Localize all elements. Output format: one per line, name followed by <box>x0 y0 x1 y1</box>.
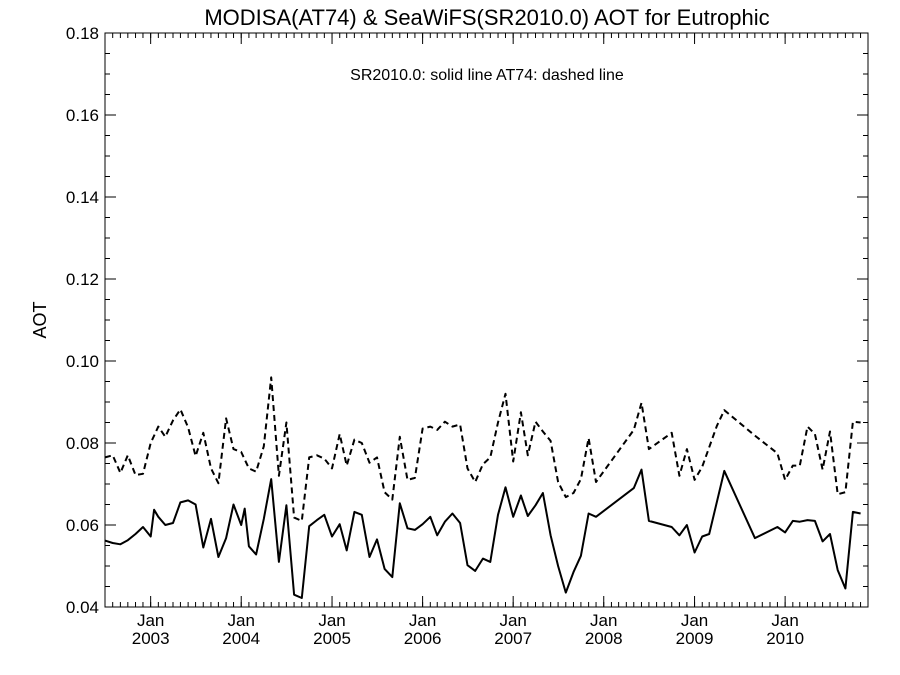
plot-frame <box>104 32 869 608</box>
y-tick-label: 0.04 <box>66 598 99 617</box>
x-tick-year-label: 2003 <box>132 629 170 648</box>
y-tick-label: 0.10 <box>66 352 99 371</box>
x-tick-month-label: Jan <box>409 611 436 630</box>
chart-title: MODISA(AT74) & SeaWiFS(SR2010.0) AOT for… <box>204 5 769 30</box>
x-tick-month-label: Jan <box>137 611 164 630</box>
x-tick-month-label: Jan <box>771 611 798 630</box>
x-tick-year-label: 2007 <box>494 629 532 648</box>
x-tick-month-label: Jan <box>681 611 708 630</box>
y-tick-label: 0.14 <box>66 188 99 207</box>
y-tick-label: 0.06 <box>66 516 99 535</box>
series-line-sr2010-0 <box>104 468 861 599</box>
y-tick-label: 0.08 <box>66 434 99 453</box>
y-tick-label: 0.18 <box>66 24 99 43</box>
axis-ticks <box>104 32 869 608</box>
x-tick-month-label: Jan <box>318 611 345 630</box>
x-tick-month-label: Jan <box>228 611 255 630</box>
axis-tick-labels: 0.040.060.080.100.120.140.160.18Jan2003J… <box>66 24 804 648</box>
series-layer <box>104 376 861 599</box>
x-tick-month-label: Jan <box>499 611 526 630</box>
x-tick-year-label: 2009 <box>676 629 714 648</box>
x-tick-month-label: Jan <box>590 611 617 630</box>
x-tick-year-label: 2005 <box>313 629 351 648</box>
x-tick-year-label: 2008 <box>585 629 623 648</box>
series-line-at74 <box>104 376 861 522</box>
x-tick-year-label: 2006 <box>404 629 442 648</box>
x-tick-year-label: 2010 <box>766 629 804 648</box>
x-tick-year-label: 2004 <box>222 629 260 648</box>
line-style-annotation: SR2010.0: solid line AT74: dashed line <box>350 67 624 84</box>
y-axis-label: AOT <box>30 301 50 338</box>
y-tick-label: 0.16 <box>66 106 99 125</box>
y-tick-label: 0.12 <box>66 270 99 289</box>
